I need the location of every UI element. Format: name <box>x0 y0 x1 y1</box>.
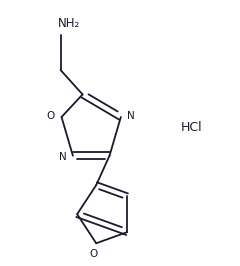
Text: O: O <box>47 111 55 121</box>
Text: N: N <box>127 111 135 121</box>
Text: O: O <box>90 249 98 259</box>
Text: HCl: HCl <box>181 121 203 134</box>
Text: N: N <box>59 152 67 162</box>
Text: NH₂: NH₂ <box>58 17 80 30</box>
